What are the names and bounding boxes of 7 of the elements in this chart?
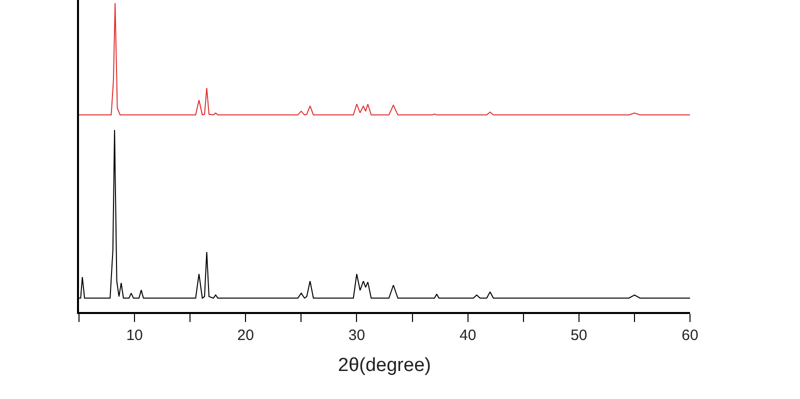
x-tick-label: 10 xyxy=(126,326,143,344)
x-tick-label: 40 xyxy=(459,326,476,344)
x-axis-title: 2θ(degree) xyxy=(338,355,431,376)
x-tick-label: 60 xyxy=(682,326,698,344)
x-tick-label: 50 xyxy=(570,326,588,344)
x-tick-label: 20 xyxy=(237,326,254,344)
x-tick-label: 30 xyxy=(348,326,366,344)
